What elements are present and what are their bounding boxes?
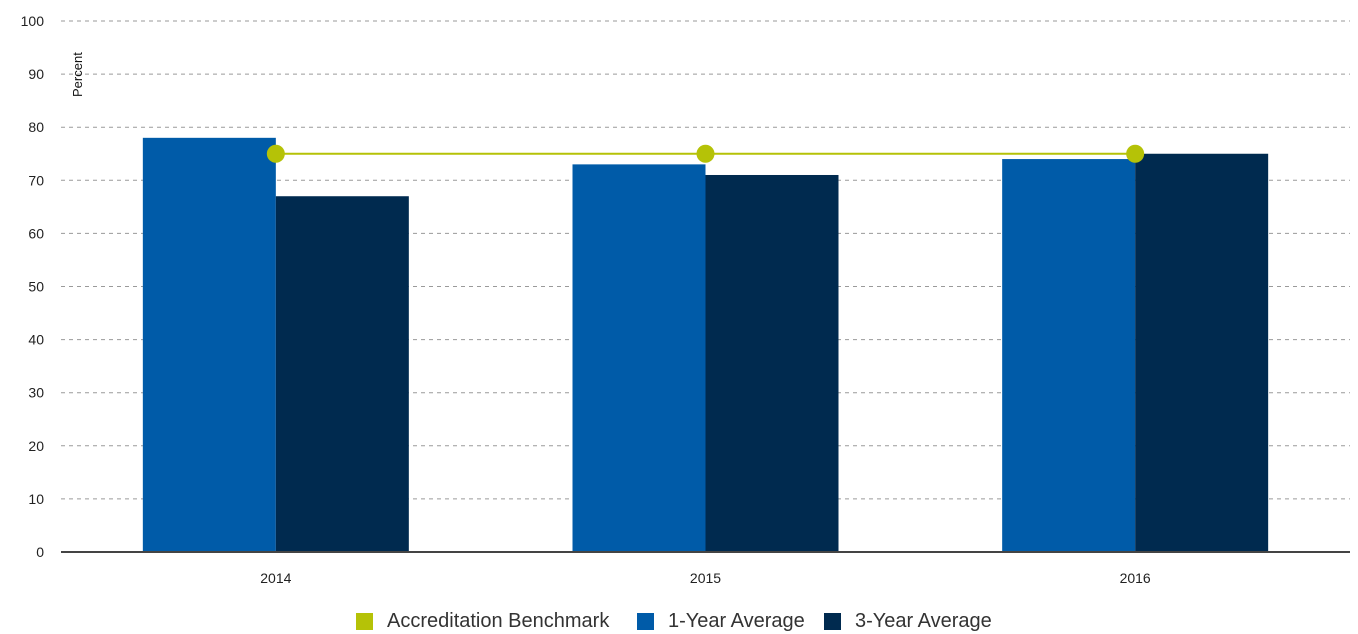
bar-1-year-average-2016[interactable] (1002, 159, 1136, 552)
x-tick-label: 2015 (690, 570, 721, 586)
bar-3-year-average-2016[interactable] (1135, 153, 1269, 552)
benchmark-point-2015[interactable] (696, 144, 715, 163)
benchmark-point-2014[interactable] (266, 144, 285, 163)
bar-3-year-average-2014[interactable] (275, 196, 409, 553)
legend-item-benchmark[interactable]: Accreditation Benchmark (356, 610, 631, 633)
y-tick-label: 80 (28, 119, 44, 135)
legend-label-benchmark: Accreditation Benchmark (387, 609, 610, 632)
y-tick-label: 40 (28, 332, 44, 348)
legend-item-3-year-average[interactable]: 3-Year Average (824, 610, 992, 633)
legend-label-3-year-average: 3-Year Average (855, 609, 992, 632)
y-tick-label: 100 (21, 13, 45, 29)
bar-3-year-average-2015[interactable] (705, 174, 839, 553)
legend-label-1-year-average: 1-Year Average (668, 609, 805, 632)
y-tick-label: 0 (36, 544, 44, 560)
benchmark-point-2016[interactable] (1126, 144, 1145, 163)
bar-1-year-average-2014[interactable] (142, 137, 276, 552)
x-tick-label: 2014 (260, 570, 291, 586)
y-tick-label: 20 (28, 438, 44, 454)
x-tick-label: 2016 (1120, 570, 1151, 586)
y-axis-ticks: 0 10 20 30 40 50 60 70 80 90 100 (21, 13, 45, 560)
benchmark-line-series (266, 144, 1145, 163)
y-tick-label: 50 (28, 279, 44, 295)
legend-swatch-3-year-average (824, 612, 841, 630)
y-tick-label: 10 (28, 491, 44, 507)
y-axis-title: Percent (70, 52, 85, 97)
legend-item-1-year-average[interactable]: 1-Year Average (637, 610, 824, 633)
y-tick-label: 60 (28, 225, 44, 241)
x-axis-ticks: 2014 2015 2016 (260, 570, 1151, 586)
y-tick-label: 70 (28, 172, 44, 188)
bars (142, 137, 1269, 553)
bar-1-year-average-2015[interactable] (572, 164, 706, 552)
legend: Accreditation Benchmark 1-Year Average 3… (356, 608, 992, 634)
legend-swatch-benchmark (356, 612, 373, 630)
y-tick-label: 30 (28, 385, 44, 401)
y-tick-label: 90 (28, 66, 44, 82)
legend-swatch-1-year-average (637, 612, 654, 630)
